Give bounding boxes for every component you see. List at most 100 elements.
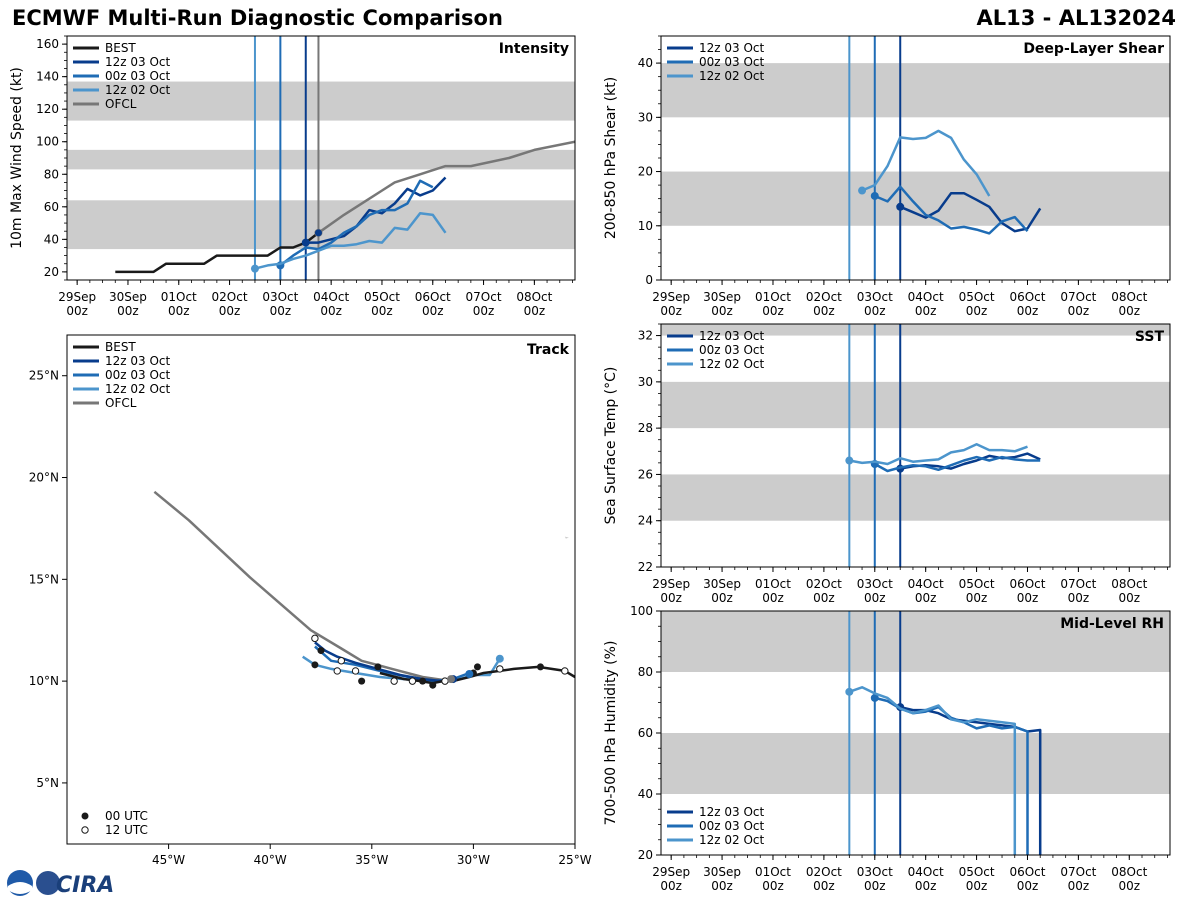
- intensity-xtick-hour: 00z: [473, 304, 495, 318]
- sst-ytick-label: 26: [638, 467, 653, 481]
- intensity-xtick-date: 08Oct: [516, 290, 552, 304]
- intensity-legend-label: 12z 02 Oct: [105, 83, 171, 97]
- track-legend-label: OFCL: [105, 396, 137, 410]
- rh-ytick-label: 80: [638, 665, 653, 679]
- track-marker-12utc: [390, 677, 398, 685]
- noaa-wave-icon: [8, 882, 32, 894]
- shear-series-run_12z_03oct: [899, 191, 1042, 233]
- track-series-ofcl: [153, 490, 452, 683]
- figure-title: ECMWF Multi-Run Diagnostic Comparison: [12, 6, 503, 30]
- rh-xtick-hour: 00z: [966, 879, 988, 893]
- intensity-xtick-date: 29Sep: [58, 290, 96, 304]
- shear-legend-label: 12z 03 Oct: [699, 41, 765, 55]
- sst-xtick-date: 04Oct: [908, 577, 944, 591]
- track-start-marker-run_12z_02oct: [495, 654, 504, 663]
- cira-globe-icon: [36, 871, 60, 895]
- rh-xtick-date: 08Oct: [1111, 865, 1147, 879]
- shear-ytick-label: 30: [638, 110, 653, 124]
- shear-xtick-date: 06Oct: [1009, 290, 1045, 304]
- track-ytick-label: 20°N: [29, 471, 59, 485]
- track-marker-00utc: [317, 647, 325, 655]
- cape-verde-island-shape: [564, 536, 569, 539]
- sst-series-run_12z_02oct: [849, 443, 1028, 466]
- rh-start-marker-run_00z_03oct: [870, 693, 879, 702]
- sst-xtick-date: 06Oct: [1009, 577, 1045, 591]
- intensity-xtick-hour: 00z: [371, 304, 393, 318]
- rh-ytick-label: 100: [630, 604, 653, 618]
- track-marker-12utc: [337, 657, 346, 665]
- sst-xtick-hour: 00z: [915, 591, 937, 605]
- rh-ytick-label: 20: [638, 848, 653, 862]
- intensity-legend-label: BEST: [105, 41, 136, 55]
- sst-legend-label: 12z 02 Oct: [699, 357, 765, 371]
- rh-xtick-date: 06Oct: [1009, 865, 1045, 879]
- rh-panel: [656, 610, 1171, 860]
- intensity-xtick-date: 06Oct: [415, 290, 451, 304]
- sst-xtick-date: 01Oct: [755, 577, 791, 591]
- track-legend-00utc-marker: [81, 812, 89, 820]
- shear-ylabel: 200-850 hPa Shear (kt): [603, 77, 619, 239]
- shear-xtick-hour: 00z: [966, 304, 988, 318]
- shear-xtick-date: 02Oct: [806, 290, 842, 304]
- rh-ytick-label: 60: [638, 726, 653, 740]
- shear-ytick-label: 20: [638, 165, 653, 179]
- intensity-ylabel: 10m Max Wind Speed (kt): [9, 67, 25, 249]
- intensity-xtick-hour: 00z: [219, 304, 241, 318]
- track-ytick-label: 5°N: [36, 776, 59, 790]
- rh-xtick-date: 02Oct: [806, 865, 842, 879]
- shear-xtick-date: 05Oct: [959, 290, 995, 304]
- shear-ytick-label: 40: [638, 56, 653, 70]
- sst-series-run_00z_03oct: [874, 455, 1041, 473]
- sst-xtick-hour: 00z: [1068, 591, 1090, 605]
- shear-legend-label: 12z 02 Oct: [699, 69, 765, 83]
- rh-panel-label: Mid-Level RH: [1060, 616, 1164, 632]
- intensity-xtick-date: 05Oct: [364, 290, 400, 304]
- intensity-panel-label: Intensity: [499, 41, 569, 57]
- shear-plot-area: [661, 36, 1170, 280]
- intensity-xtick-date: 07Oct: [466, 290, 502, 304]
- rh-xtick-date: 01Oct: [755, 865, 791, 879]
- shear-panel: [656, 35, 1171, 285]
- intensity-xtick-date: 01Oct: [161, 290, 197, 304]
- intensity-xtick-date: 03Oct: [262, 290, 298, 304]
- sst-xtick-hour: 00z: [813, 591, 835, 605]
- shear-xtick-date: 29Sep: [652, 290, 690, 304]
- rh-threshold-band: [661, 733, 1170, 794]
- sst-xtick-date: 03Oct: [857, 577, 893, 591]
- track-ytick-label: 15°N: [29, 572, 59, 586]
- track-panel-label: Track: [527, 342, 570, 358]
- sst-legend-label: 12z 03 Oct: [699, 329, 765, 343]
- intensity-ytick-label: 60: [44, 200, 59, 214]
- shear-xtick-date: 03Oct: [857, 290, 893, 304]
- track-marker-12utc: [496, 665, 504, 673]
- sst-frame: [660, 323, 1171, 568]
- intensity-xtick-hour: 00z: [168, 304, 190, 318]
- track-plot-area: [153, 490, 575, 689]
- intensity-xtick-date: 04Oct: [313, 290, 349, 304]
- intensity-start-marker-run_12z_02oct: [250, 264, 259, 273]
- sst-xtick-hour: 00z: [660, 591, 682, 605]
- cira-logo-text: CIRA: [56, 873, 114, 898]
- track-legend-label: 12z 02 Oct: [105, 382, 171, 396]
- track-marker-00utc: [473, 663, 481, 671]
- intensity-xtick-hour: 00z: [66, 304, 88, 318]
- rh-plot-area: [661, 611, 1170, 855]
- rh-xtick-date: 04Oct: [908, 865, 944, 879]
- storm-id-title: AL13 - AL132024: [976, 6, 1177, 30]
- track-marker-00utc: [429, 681, 437, 689]
- intensity-ytick-label: 80: [44, 167, 59, 181]
- sst-xtick-hour: 00z: [1118, 591, 1140, 605]
- rh-ylabel: 700-500 hPa Humidity (%): [603, 641, 619, 826]
- sst-xtick-hour: 00z: [1017, 591, 1039, 605]
- rh-legend-label: 12z 02 Oct: [699, 833, 765, 847]
- intensity-plot-area: [67, 36, 575, 280]
- track-marker-12utc: [351, 667, 360, 675]
- intensity-series-best: [115, 231, 320, 274]
- intensity-ytick-label: 140: [36, 70, 59, 84]
- intensity-xtick-hour: 00z: [320, 304, 342, 318]
- sst-xtick-hour: 00z: [762, 591, 784, 605]
- shear-start-marker-run_12z_03oct: [896, 202, 905, 211]
- track-legend-00utc-label: 00 UTC: [105, 809, 148, 823]
- intensity-xtick-hour: 00z: [270, 304, 292, 318]
- shear-series-run_00z_03oct: [874, 185, 1029, 235]
